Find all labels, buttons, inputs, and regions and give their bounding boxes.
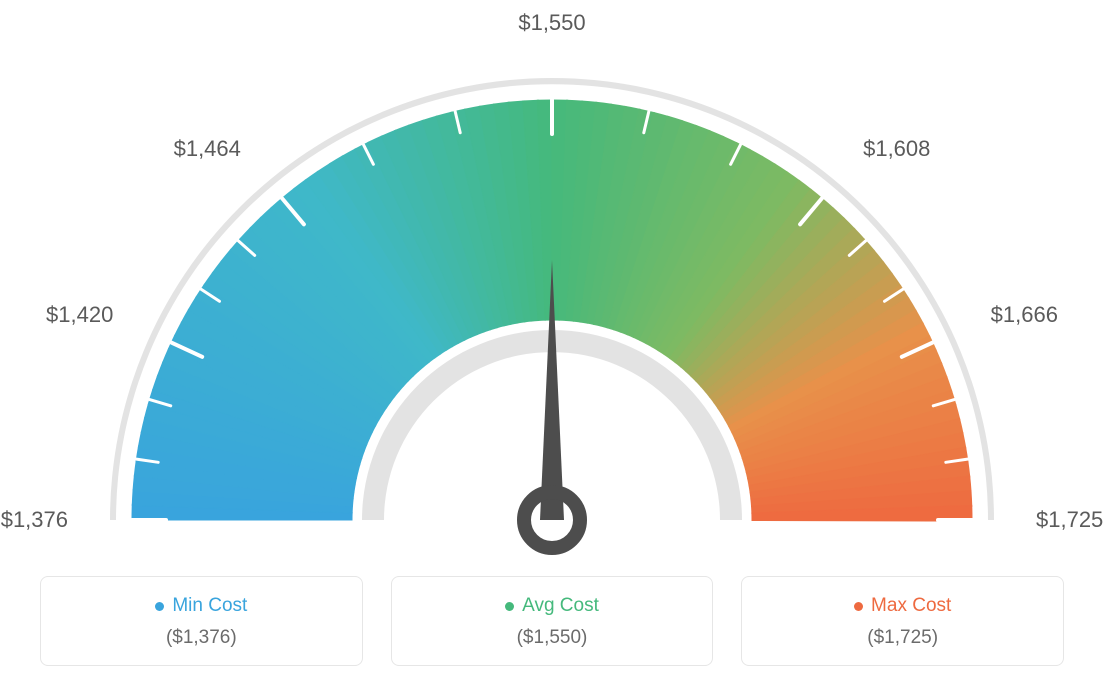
tick-label: $1,550 <box>518 10 585 36</box>
legend-dot-icon <box>155 602 164 611</box>
tick-label: $1,464 <box>174 136 241 162</box>
legend-title: Avg Cost <box>505 595 599 617</box>
tick-label: $1,420 <box>46 302 113 328</box>
legend-title: Min Cost <box>155 595 247 617</box>
legend-dot-icon <box>854 602 863 611</box>
legend-value-text: ($1,550) <box>412 627 693 649</box>
legend-card: Min Cost ($1,376) <box>40 576 363 666</box>
legend-label-text: Max Cost <box>871 595 951 617</box>
legend-value-text: ($1,376) <box>61 627 342 649</box>
legend-label-text: Min Cost <box>172 595 247 617</box>
tick-label: $1,666 <box>991 302 1058 328</box>
legend-label-text: Avg Cost <box>522 595 599 617</box>
legend-row: Min Cost ($1,376) Avg Cost ($1,550) Max Cost… <box>40 576 1064 666</box>
legend-card: Max Cost ($1,725) <box>741 576 1064 666</box>
legend-value-text: ($1,725) <box>762 627 1043 649</box>
legend-title: Max Cost <box>854 595 951 617</box>
legend-card: Avg Cost ($1,550) <box>391 576 714 666</box>
gauge-svg <box>0 0 1104 560</box>
tick-label: $1,608 <box>863 136 930 162</box>
gauge-area: $1,376 $1,420 $1,464 $1,550 $1,608 $1,666 $1,7… <box>0 0 1104 560</box>
chart-container: $1,376 $1,420 $1,464 $1,550 $1,608 $1,666 $1,7… <box>0 0 1104 690</box>
tick-label: $1,725 <box>1036 507 1103 533</box>
legend-dot-icon <box>505 602 514 611</box>
tick-label: $1,376 <box>1 507 68 533</box>
